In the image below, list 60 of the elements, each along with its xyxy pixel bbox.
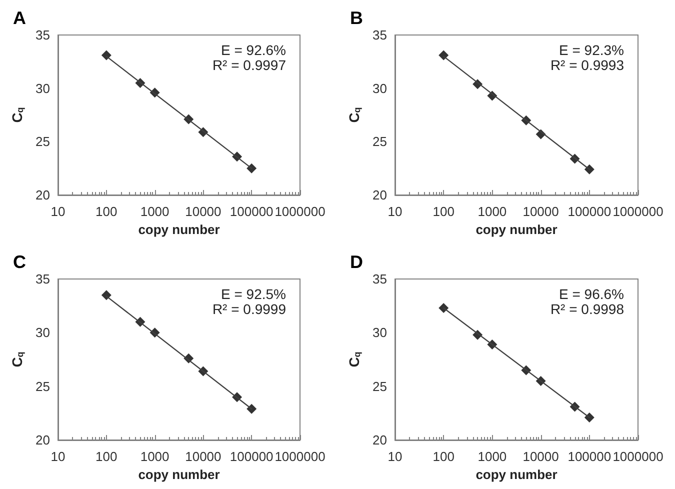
y-tick-label: 35 [36, 28, 50, 42]
x-tick-label: 1000000 [274, 449, 326, 464]
y-tick-label: 25 [372, 134, 387, 150]
y-tick-label: 20 [36, 188, 50, 202]
y-tick-label: 30 [36, 80, 50, 96]
annotation: R² = 0.9997 [212, 57, 286, 73]
y-axis-title: Cq [9, 352, 26, 368]
y-tick-label: 25 [36, 378, 50, 394]
y-tick-label: 25 [372, 378, 387, 394]
x-tick-label: 1000000 [612, 449, 664, 464]
annotation: R² = 0.9993 [550, 57, 624, 73]
y-tick-label: 30 [372, 80, 387, 96]
x-tick-label: 100000 [230, 449, 274, 464]
x-axis-title: copy number [476, 467, 558, 482]
annotation: R² = 0.9998 [550, 301, 624, 317]
x-tick-label: 10000 [185, 449, 222, 464]
chart-title: C [13, 252, 26, 272]
x-axis-title: copy number [138, 222, 220, 237]
x-tick-label: 1000 [140, 449, 170, 464]
y-tick-label: 30 [372, 325, 387, 340]
y-tick-label: 35 [36, 272, 50, 286]
x-tick-label: 100000 [568, 449, 612, 464]
annotation: R² = 0.9999 [212, 301, 286, 317]
y-tick-label: 20 [372, 432, 387, 448]
y-tick-label: 20 [36, 432, 50, 448]
x-tick-label: 1000 [478, 204, 507, 219]
x-tick-label: 100 [96, 449, 118, 464]
x-tick-label: 1000000 [612, 204, 664, 219]
x-tick-label: 10 [50, 204, 66, 219]
chart-title: A [13, 8, 26, 28]
y-axis-title: Cq [346, 352, 362, 368]
y-tick-label: 30 [36, 325, 50, 340]
y-tick-label: 25 [36, 134, 50, 150]
x-tick-label: 1000 [478, 449, 507, 464]
x-tick-label: 100000 [230, 204, 274, 219]
x-tick-label: 100 [96, 204, 118, 219]
annotation: E = 92.3% [559, 42, 624, 58]
y-tick-label: 20 [372, 188, 387, 202]
x-tick-label: 10 [388, 449, 402, 464]
x-tick-label: 10000 [522, 449, 559, 464]
x-tick-label: 10 [50, 449, 66, 464]
x-axis-title: copy number [138, 467, 220, 482]
x-tick-label: 1000000 [274, 204, 326, 219]
x-tick-label: 100 [432, 204, 454, 219]
x-tick-label: 10000 [185, 204, 222, 219]
chart-title: D [350, 252, 363, 272]
x-tick-label: 1000 [140, 204, 170, 219]
y-axis-title: Cq [346, 107, 362, 123]
x-tick-label: 100000 [568, 204, 612, 219]
y-tick-label: 35 [372, 272, 387, 286]
annotation: E = 92.5% [221, 286, 286, 302]
y-tick-label: 35 [372, 28, 387, 42]
annotation: E = 96.6% [559, 286, 624, 302]
chart-title: B [350, 8, 363, 28]
annotation: E = 92.6% [221, 42, 286, 58]
x-tick-label: 10000 [522, 204, 559, 219]
x-axis-title: copy number [476, 222, 558, 237]
y-axis-title: Cq [9, 107, 26, 123]
x-tick-label: 10 [388, 204, 402, 219]
x-tick-label: 100 [432, 449, 454, 464]
